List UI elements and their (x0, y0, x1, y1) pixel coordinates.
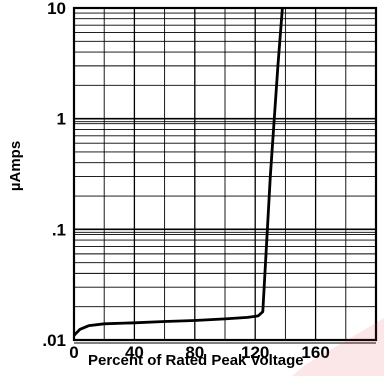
y-tick-label: .01 (42, 331, 66, 350)
plot-frame (72, 6, 378, 342)
plot-border (72, 6, 378, 342)
series-layer (73, 7, 284, 337)
grid (73, 8, 377, 344)
tick-labels: 0 40 80 120 160 .01 .1 1 10 (42, 0, 329, 362)
y-tick-label: .1 (52, 220, 66, 239)
y-axis-label: µAmps (7, 141, 24, 191)
watermark-shape (292, 318, 384, 376)
x-tick-label: 40 (125, 343, 144, 362)
x-axis-label: Percent of Rated Peak Voltage (88, 352, 304, 369)
series-line-1 (73, 7, 284, 337)
x-tick-label: 120 (241, 343, 269, 362)
y-tick-label: 1 (57, 110, 66, 129)
x-tick-label: 160 (301, 343, 329, 362)
y-tick-label: 10 (47, 0, 66, 18)
x-tick-label: 0 (69, 343, 78, 362)
x-tick-label: 80 (185, 343, 204, 362)
